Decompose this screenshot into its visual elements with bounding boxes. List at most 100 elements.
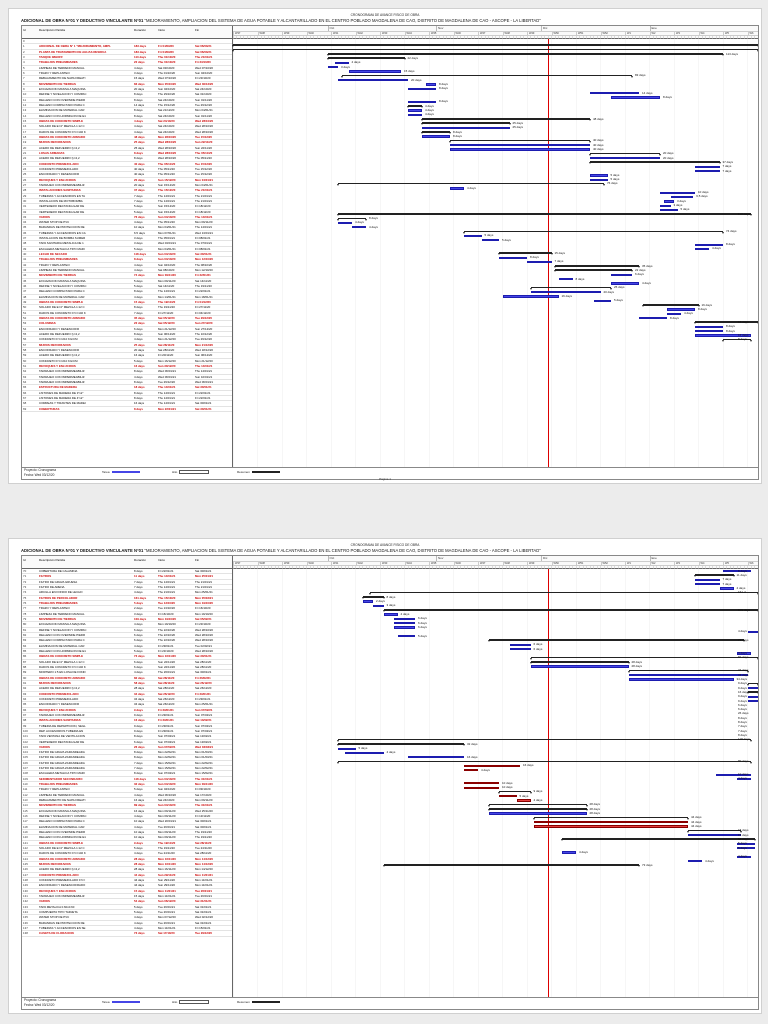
task-bar[interactable] (527, 260, 552, 264)
table-row[interactable]: 54 ENCOFRADO Y DESENCOFR 6 days Mon 21/12/2… (22, 327, 232, 333)
task-bar[interactable] (737, 652, 751, 655)
summary-bar[interactable] (232, 48, 758, 52)
summary-bar[interactable] (382, 864, 640, 867)
summary-bar[interactable] (554, 269, 633, 272)
table-row[interactable]: 9 EXCAVACION MASIVA A MAQUINA 20 days Sun 0… (22, 87, 232, 93)
task-bar[interactable] (639, 317, 667, 320)
table-row[interactable]: 13 ELIMINACION DE MATERIAL CAR 8 days Sat 2… (22, 108, 232, 114)
table-row[interactable]: 66 LISTONES DE MADERA DE 3"x2" 8 days Thu 1… (22, 391, 232, 396)
summary-bar[interactable] (340, 74, 633, 78)
task-bar[interactable] (670, 195, 694, 199)
task-bar[interactable] (558, 278, 573, 281)
table-row[interactable]: 16 SOLADO DE E=4" MEZCLA 1:12 C 4 days Sat … (22, 124, 232, 130)
task-bar[interactable] (338, 78, 408, 82)
table-row[interactable]: 113 REBAJAMIENTO DE NAPA FREATI 16 days Sat… (22, 798, 232, 804)
summary-bar[interactable] (561, 838, 755, 841)
table-row[interactable]: 47 RELLENO COMPACTADO PARA C 8 days Thu 14/… (22, 289, 232, 295)
table-row[interactable]: 63 TARRAJEO CON IMPERMEABILIZ 4 days Wed 06… (22, 375, 232, 380)
summary-bar[interactable] (361, 595, 385, 599)
table-row[interactable]: 125 MUROS REFORZADOS 28 days Mon 16/11/20 Mo… (22, 862, 232, 868)
summary-bar[interactable] (368, 591, 758, 595)
table-row[interactable]: 42 TRAZO Y REPLANTEO 4 days Sun 04/10/20 Thu… (22, 263, 232, 269)
table-row[interactable]: 107 FILTRO DE GRAVA ZARANDEADA 7 days Mon 1… (22, 766, 232, 772)
table-row[interactable]: 3 TANQUE IMHOFF 113 days Thu 01/10/20 Thu 21… (22, 55, 232, 61)
task-bar[interactable] (408, 113, 422, 116)
table-row[interactable]: 43 LIMPIEZA DE TERRENO MANUAL 4 days Sat 08… (22, 268, 232, 274)
summary-bar[interactable] (487, 639, 745, 642)
table-row[interactable]: 116 REFINE Y NIVELACION Y COMPAC 4 days Mon… (22, 814, 232, 820)
summary-bar[interactable] (529, 660, 630, 664)
table-row[interactable]: 8 MOVIMIENTO DE TIERRAS 83 days Mon 05/10/2… (22, 82, 232, 87)
task-bar[interactable] (352, 226, 366, 229)
summary-bar[interactable] (627, 669, 749, 672)
task-bar[interactable] (394, 617, 415, 620)
task-bar[interactable] (394, 626, 415, 629)
summary-bar[interactable] (407, 104, 423, 108)
table-row[interactable]: 102 VERTEDERO RECTANGULAR DE 6 days Sun 07/… (22, 740, 232, 745)
summary-bar[interactable] (722, 338, 752, 342)
table-row[interactable]: 80 EXCAVACION MASIVA A MAQUINA 4 days Mon 1… (22, 622, 232, 628)
table-row[interactable]: 29 TUBERIAS Y ACCESORIOS EN TA 7 days Thu 1… (22, 194, 232, 199)
table-row[interactable]: 68 CORREAS Y TIRANTES DE MADEI 16 days Thu … (22, 401, 232, 407)
summary-bar[interactable] (337, 217, 367, 220)
table-row[interactable]: 81 REFINE Y NIVELACION Y COMPAC 6 days Thu … (22, 628, 232, 633)
table-row[interactable]: 69 COBERTURAS 8 days Mon 22/01/21 Sat 30/01/… (22, 407, 232, 412)
table-row[interactable]: 75 FILTROS DE PERCOLADOR 161 days Thu 15/10… (22, 596, 232, 601)
task-bar[interactable] (348, 70, 401, 73)
table-row[interactable]: 35 BARANDAS DE PROTECCION DE 10 days Mon 04… (22, 225, 232, 231)
summary-bar[interactable] (641, 304, 700, 307)
task-bar[interactable] (688, 860, 702, 863)
table-row[interactable]: 67 LISTONES DE MADERA DE 4"x2" 8 days Thu 1… (22, 396, 232, 402)
table-row[interactable]: 45 EXCAVACION MASIVA A MAQUINA 5 days Mon 0… (22, 279, 232, 285)
summary-bar[interactable] (463, 230, 724, 233)
table-row[interactable]: 15 OBRAS DE CONCRETO SIMPLE 4 days Sat 24/1… (22, 119, 232, 125)
task-bar[interactable] (373, 604, 384, 607)
task-bar[interactable] (695, 247, 709, 251)
table-row[interactable]: 71 FILTROS 11 days Thu 14/01/21 Mon 25/01/21 (22, 574, 232, 580)
task-bar[interactable] (660, 204, 671, 207)
table-row[interactable]: 73 FILTRO DE ARENA 7 days Thu 14/01/21 Thu 2… (22, 585, 232, 591)
task-bar[interactable] (747, 695, 758, 698)
summary-bar[interactable] (694, 321, 758, 324)
table-row[interactable]: 32 VERTEDERO RECTANGULAR DE 5 days Sun 15/1… (22, 210, 232, 215)
table-row[interactable]: 122 SOLADO DE E=4" MEZCLA 1:12 C 5 days Thu… (22, 846, 232, 852)
summary-bar[interactable] (589, 161, 720, 164)
summary-bar[interactable] (337, 213, 752, 216)
table-row[interactable]: 109 SEDIMENTADOR SECUNDARIO 118 days Sun 04… (22, 777, 232, 783)
task-bar[interactable] (695, 169, 720, 173)
table-row[interactable]: 130 REVOQUES Y ENLUCIDOS 15 days Mon 11/01/… (22, 889, 232, 895)
task-bar[interactable] (422, 126, 510, 129)
table-row[interactable]: 52 OBRAS DE CONCRETO ARMADO 35 days Sat 05/… (22, 316, 232, 322)
table-row[interactable]: 126 ACERO DE REFUERZO fy=4,2 28 days Mon 16… (22, 867, 232, 873)
table-row[interactable]: 20 ACERO DE REFUERZO fy=4,2 25 days Wed 28/… (22, 146, 232, 151)
table-row[interactable]: 86 OBRAS DE CONCRETO SIMPLE 73 days Mon 16/… (22, 654, 232, 660)
table-row[interactable]: 95 ENCOFRADO Y DESENCOFR 34 days Sat 26/12/… (22, 702, 232, 708)
task-bar[interactable] (362, 600, 373, 603)
table-row[interactable]: 127 CONCRETO PREMEZCLADO 44 days Sun 29/11/… (22, 873, 232, 879)
task-bar[interactable] (688, 834, 741, 837)
task-bar[interactable] (397, 634, 415, 638)
table-row[interactable]: 51 DADOS DE CONCRETO F'C=140 K 7 days Fri 2… (22, 311, 232, 317)
task-bar[interactable] (516, 799, 531, 802)
task-bar[interactable] (464, 764, 520, 768)
table-row[interactable]: 104 FILTRO DE GRAVA ZARANDEADA 8 days Mon 2… (22, 750, 232, 756)
table-row[interactable]: 2 PLANTA DE TRATAMIENTO DE AGUAS RESIDUA 1… (22, 50, 232, 55)
table-row[interactable]: 93 CONCRETO PREMEZCLADO 34 days Sat 26/12/2… (22, 692, 232, 697)
task-bar[interactable] (562, 851, 576, 854)
table-row[interactable]: 117 RELLENO COMPACTADO PARA C 10 days Wed 2… (22, 819, 232, 825)
table-row[interactable]: 64 TARRAJEO CON IMPERMEABILIZ 8 days Tue 29… (22, 380, 232, 386)
task-bar[interactable] (425, 83, 436, 86)
task-bar[interactable] (660, 208, 678, 212)
task-bar[interactable] (695, 325, 723, 329)
task-bar[interactable] (628, 673, 748, 677)
table-row[interactable]: 138 CASETA DE CLORACION 73 days Sat 17/10/2… (22, 931, 232, 937)
table-row[interactable]: 101 TAPA VENTANA DE VENTILACION 8 days Sun … (22, 734, 232, 740)
task-bar[interactable] (695, 334, 751, 337)
task-bar[interactable] (667, 308, 695, 311)
table-row[interactable]: 53 COLUMNAS 22 days Sat 05/12/20 Sun 27/12/2… (22, 321, 232, 327)
table-row[interactable]: 34 WATER STOP DE PVC 4 days Thu 05/11/20 Mon… (22, 220, 232, 226)
summary-bar[interactable] (746, 682, 758, 685)
table-row[interactable]: 50 SOLADO DE E=4" MEZCLA 1:12 C 8 days Thu … (22, 305, 232, 311)
summary-bar[interactable] (382, 608, 758, 612)
task-bar[interactable] (695, 165, 720, 168)
